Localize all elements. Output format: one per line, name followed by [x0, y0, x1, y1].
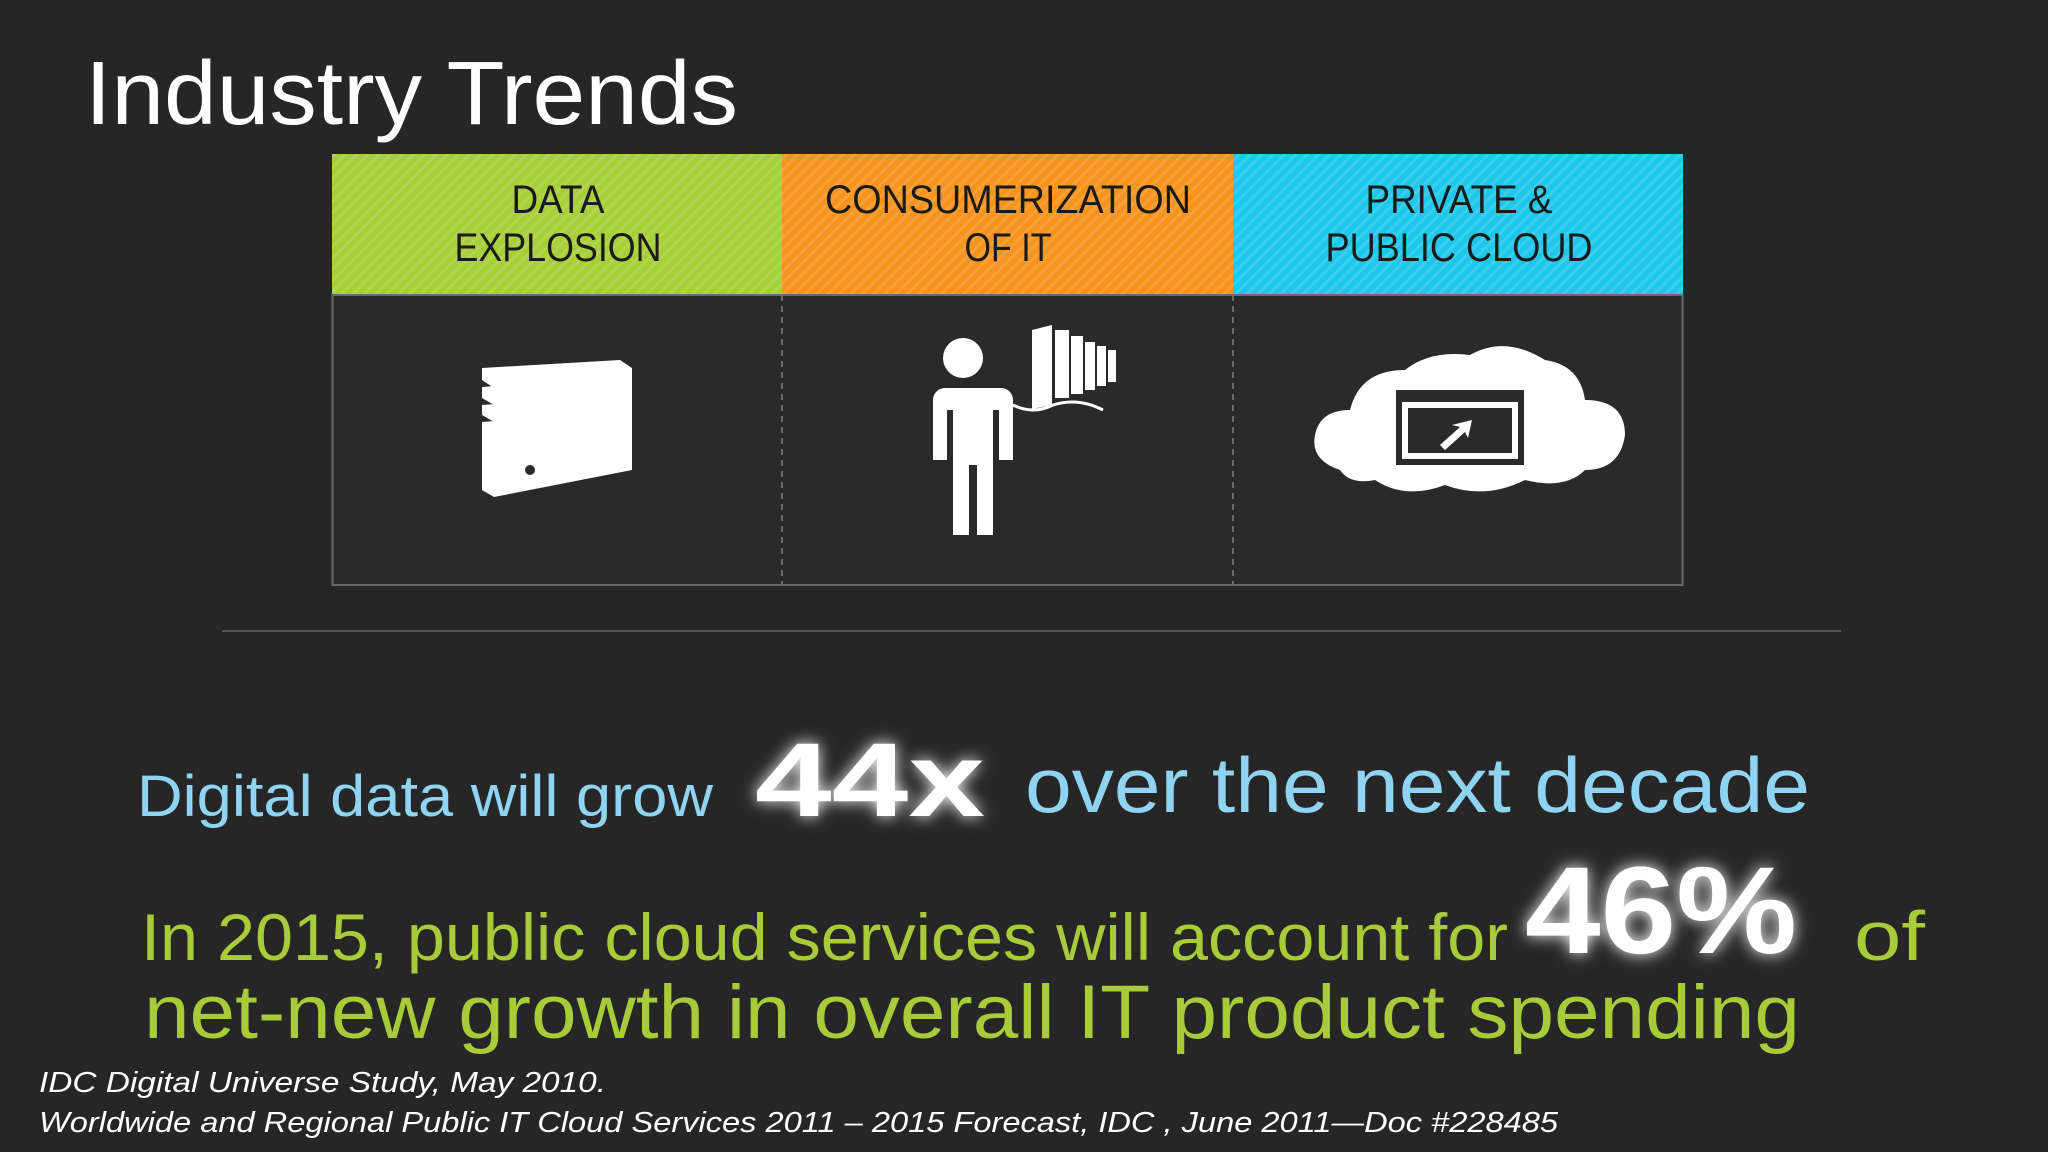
trend-table: DATA EXPLOSION CONSUMERIZATION OF IT PRI…: [331, 154, 1684, 586]
storage-icon: [482, 360, 632, 497]
trend-label: CONSUMERIZATION: [825, 178, 1191, 222]
person-server-icon: [925, 325, 1116, 535]
trend-label: OF IT: [965, 226, 1052, 270]
statement-text: Digital data will grow: [137, 764, 714, 829]
highlight-figure: 44x: [755, 722, 985, 839]
statement-text: In 2015, public cloud services will acco…: [141, 900, 1508, 974]
slide-title: Industry Trends: [85, 44, 738, 144]
statement-text: of: [1854, 897, 1926, 975]
highlight-figure: 46%: [1525, 842, 1797, 980]
trend-label: DATA: [512, 178, 605, 222]
statement-text: net-new growth in overall IT product spe…: [144, 970, 1800, 1055]
source-note: IDC Digital Universe Study, May 2010.: [39, 1067, 606, 1099]
source-note: Worldwide and Regional Public IT Cloud S…: [39, 1107, 1559, 1139]
statement-text: over the next decade: [1025, 741, 1810, 829]
cloud-icon: [1314, 346, 1625, 492]
trend-label: EXPLOSION: [455, 226, 662, 270]
header-texture: [332, 154, 1683, 295]
trend-label: PUBLIC CLOUD: [1326, 226, 1593, 270]
trend-label: PRIVATE &: [1366, 178, 1553, 222]
